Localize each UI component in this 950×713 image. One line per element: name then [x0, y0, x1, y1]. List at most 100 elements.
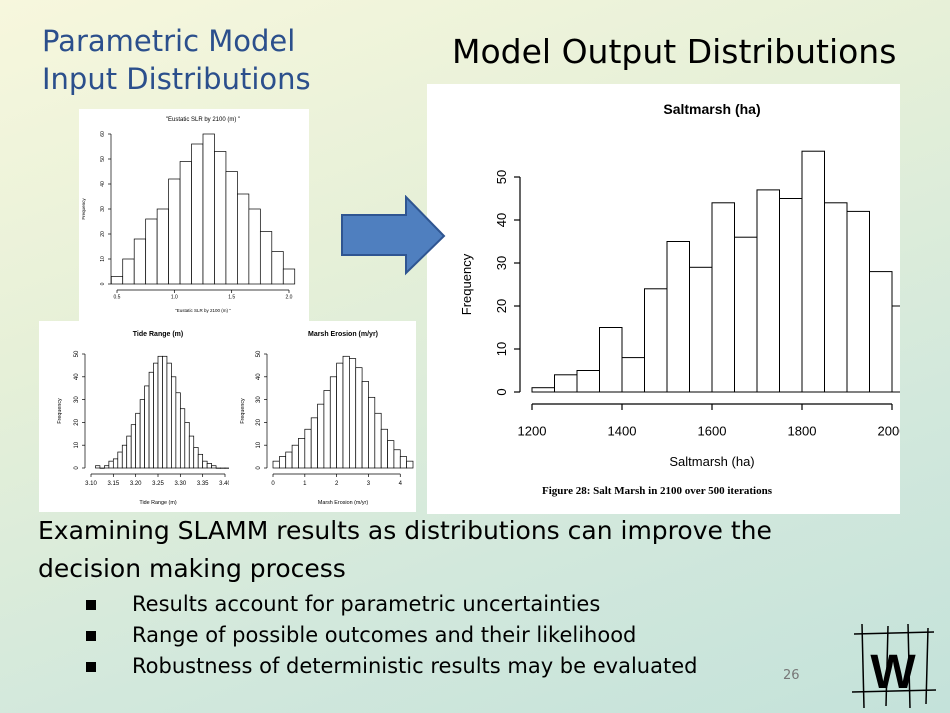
histogram-bar — [112, 458, 119, 469]
histogram-bar — [399, 456, 407, 469]
histogram-bar — [184, 422, 190, 469]
x-tick-label: 0.5 — [114, 295, 121, 301]
y-tick-label: 50 — [100, 156, 106, 162]
histogram-bar — [202, 133, 215, 285]
bullet-text: Results account for parametric uncertain… — [132, 592, 601, 616]
histogram-bar — [271, 251, 284, 285]
histogram-bar — [248, 208, 261, 285]
histogram-bar — [368, 396, 376, 469]
x-tick-label: 3.15 — [107, 481, 119, 487]
chart-title: Marsh Erosion (m/yr) — [308, 331, 378, 338]
histogram-bar — [779, 198, 803, 393]
title-left-line2: Input Distributions — [42, 62, 311, 96]
tide-range-histogram: 3.10 3.15 3.20 3.25 3.30 3.35 3.40 0 10 20 30 40 50 T… — [57, 331, 229, 506]
histogram-bar — [171, 376, 177, 469]
y-tick-label: 40 — [74, 373, 80, 380]
x-tick-label: 3.20 — [130, 481, 142, 487]
y-tick-label: 40 — [494, 213, 509, 227]
histogram-bar — [237, 193, 250, 285]
histogram-bar — [145, 218, 158, 285]
y-axis-label: Frequency — [57, 398, 63, 424]
histogram-bar — [599, 327, 623, 393]
x-tick-label: 1600 — [698, 423, 727, 438]
histogram-bar — [225, 171, 238, 285]
y-tick-label: 30 — [100, 206, 106, 212]
x-axis-label: Marsh Erosion (m/yr) — [318, 500, 369, 506]
histogram-bar — [824, 202, 848, 393]
histogram-bar — [272, 460, 280, 469]
histogram-bar — [869, 271, 893, 393]
histogram-bar — [282, 268, 296, 285]
x-tick-label: 2 — [335, 481, 339, 487]
tide-erosion-chart-panel: 3.103.153.203.253.303.353.4001020304050T… — [39, 321, 416, 512]
histogram-bar — [126, 435, 132, 469]
eustatic-slr-histogram: 0.5 1.0 1.5 2.0 0 10 20 30 40 50 60 "Eustatic SLR b… — [81, 117, 296, 313]
y-tick-label: 40 — [256, 373, 262, 380]
y-tick-label: 20 — [256, 418, 262, 425]
y-tick-label: 20 — [100, 231, 106, 237]
y-tick-label: 0 — [100, 282, 106, 285]
histogram-bar — [891, 305, 900, 393]
histogram-bar — [188, 435, 195, 469]
histogram-bar — [846, 210, 870, 393]
main-statement-line2: decision making process — [38, 554, 346, 583]
histogram-bar — [554, 374, 578, 393]
y-tick-label: 30 — [256, 396, 262, 403]
y-tick-label: 20 — [74, 418, 80, 425]
histogram-bar — [406, 460, 414, 469]
histogram-bar — [576, 370, 600, 393]
histogram-bar — [168, 178, 181, 285]
y-tick-label: 0 — [74, 466, 80, 470]
output-distributions-title: Model Output Distributions — [452, 32, 897, 71]
x-tick-label: 2.0 — [286, 295, 293, 301]
y-tick-label: 50 — [494, 170, 509, 184]
y-axis-label: Frequency — [240, 398, 246, 424]
x-tick-label: 3.35 — [197, 481, 209, 487]
histogram-bar — [298, 438, 306, 469]
histogram-bar — [531, 387, 555, 393]
y-tick-label: 10 — [74, 441, 80, 448]
histogram-bar — [191, 143, 204, 285]
y-tick-label: 50 — [256, 350, 262, 357]
histogram-bar — [133, 238, 147, 285]
main-statement: Examining SLAMM results as distributions… — [38, 512, 858, 588]
histogram-bar — [349, 358, 357, 469]
square-bullet-icon — [86, 599, 96, 610]
y-tick-label: 50 — [74, 350, 80, 357]
histogram-bar — [117, 451, 123, 469]
x-tick-label: 1 — [303, 481, 307, 487]
histogram-bar — [193, 447, 199, 469]
y-axis-label: Frequency — [81, 198, 86, 220]
histogram-bar — [104, 465, 110, 469]
histogram-bar — [666, 241, 690, 393]
histogram-bar — [121, 444, 128, 469]
y-tick-label: 0 — [256, 466, 262, 470]
histogram-bar — [179, 161, 192, 285]
x-tick-label: 3.30 — [174, 481, 186, 487]
x-tick-label: 1400 — [608, 423, 637, 438]
histogram-bar — [156, 208, 169, 285]
histogram-bar — [157, 355, 163, 469]
histogram-bar — [329, 376, 337, 469]
histogram-bar — [144, 385, 150, 469]
x-axis-label: Saltmarsh (ha) — [669, 454, 754, 469]
histogram-bar — [202, 460, 208, 469]
histogram-bar — [801, 150, 825, 393]
right-arrow-icon — [341, 195, 446, 276]
figure-caption: Figure 28: Salt Marsh in 2100 over 500 i… — [542, 485, 773, 497]
y-tick-label: 30 — [494, 256, 509, 270]
histogram-bar — [214, 151, 227, 285]
chart-title: "Eustatic SLR by 2100 (m) " — [166, 117, 240, 123]
main-statement-line1: Examining SLAMM results as distributions… — [38, 516, 772, 545]
histogram-bar — [130, 424, 137, 469]
histogram-bar — [317, 403, 325, 469]
x-tick-label: 1.5 — [228, 295, 235, 301]
x-tick-label: 0 — [271, 481, 275, 487]
y-tick-label: 10 — [100, 256, 106, 262]
logo-letter: W — [870, 646, 916, 699]
histogram-bar — [148, 371, 154, 469]
